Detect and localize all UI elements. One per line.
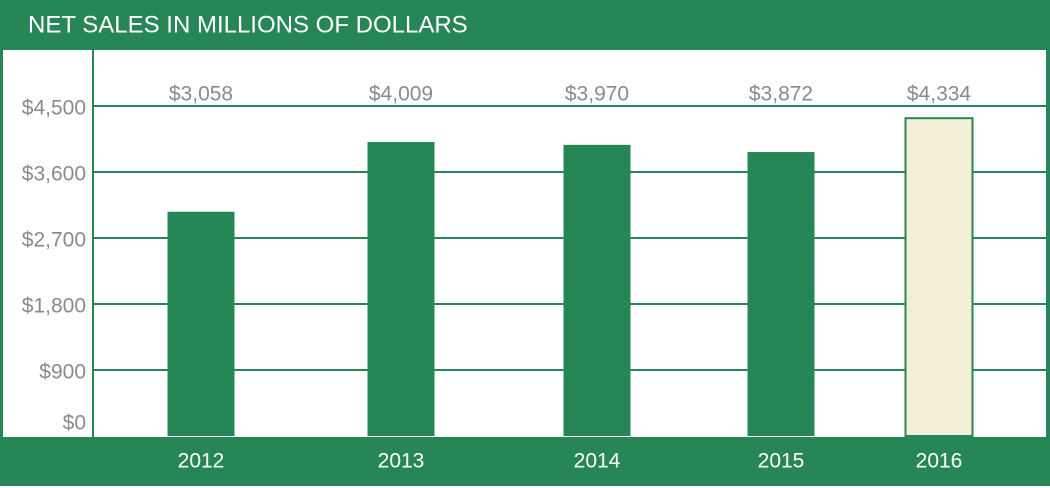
- y-tick-label: $4,500: [22, 97, 86, 120]
- y-tick-label: $1,800: [22, 295, 86, 318]
- bar: [904, 117, 974, 437]
- chart-title: NET SALES IN MILLIONS OF DOLLARS: [28, 11, 468, 38]
- left-border: [0, 50, 3, 437]
- value-label: $4,009: [369, 83, 433, 106]
- y-tick-label: $2,700: [22, 229, 86, 252]
- y-tick-label: $3,600: [22, 163, 86, 186]
- value-label: $3,872: [749, 83, 813, 106]
- x-tick-label: 2012: [178, 450, 225, 473]
- x-tick-label: 2014: [574, 450, 621, 473]
- value-label: $3,058: [169, 83, 233, 106]
- x-tick-label: 2015: [758, 450, 805, 473]
- x-tick-label: 2016: [916, 450, 963, 473]
- bar: [367, 142, 435, 437]
- y-tick-label: $900: [39, 361, 86, 384]
- bar: [747, 152, 815, 436]
- value-label: $3,970: [565, 83, 629, 106]
- value-label: $4,334: [907, 83, 972, 106]
- x-tick-label: 2013: [378, 450, 425, 473]
- footer-band: [0, 437, 1050, 486]
- bar: [563, 144, 631, 436]
- bar: [167, 211, 235, 436]
- right-border: [1046, 50, 1050, 437]
- header-band: [0, 0, 1050, 50]
- y-tick-label: $0: [63, 412, 86, 435]
